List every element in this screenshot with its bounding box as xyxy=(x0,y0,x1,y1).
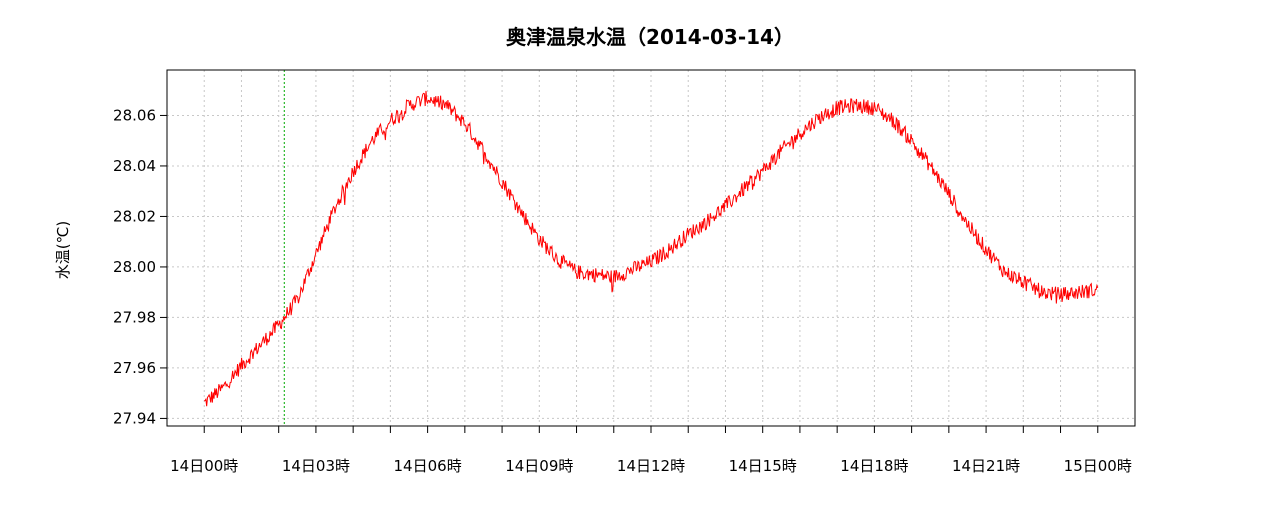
grid xyxy=(167,70,1135,426)
y-tick-label: 28.06 xyxy=(113,106,156,124)
x-tick-label: 14日18時 xyxy=(840,457,908,475)
y-tick-label: 27.96 xyxy=(113,359,156,377)
x-tick-label: 15日00時 xyxy=(1064,457,1132,475)
y-axis: 27.94 27.96 27.98 28.00 28.02 28.04 28.06 xyxy=(113,106,167,427)
y-tick-label: 28.04 xyxy=(113,157,156,175)
x-tick-label: 14日00時 xyxy=(170,457,238,475)
plot-frame xyxy=(166,69,1136,427)
x-tick-label: 14日12時 xyxy=(617,457,685,475)
series-layer xyxy=(204,90,1099,407)
y-tick-label: 28.02 xyxy=(113,207,156,225)
x-tick-label: 14日21時 xyxy=(952,457,1020,475)
chart-title: 奥津温泉水温（2014-03-14） xyxy=(506,25,794,49)
x-tick-label: 14日15時 xyxy=(729,457,797,475)
x-tick-label: 14日06時 xyxy=(394,457,462,475)
y-tick-label: 28.00 xyxy=(113,258,156,276)
x-tick-label: 14日03時 xyxy=(282,457,350,475)
y-axis-label: 水温(℃) xyxy=(54,221,72,280)
y-tick-label: 27.98 xyxy=(113,308,156,326)
y-tick-label: 27.94 xyxy=(113,409,156,427)
temperature-series-line-0 xyxy=(204,90,1099,407)
x-tick-label: 14日09時 xyxy=(505,457,573,475)
x-axis: 14日00時 14日03時 14日06時 14日09時 14日12時 14日15時 14日1… xyxy=(170,426,1132,475)
